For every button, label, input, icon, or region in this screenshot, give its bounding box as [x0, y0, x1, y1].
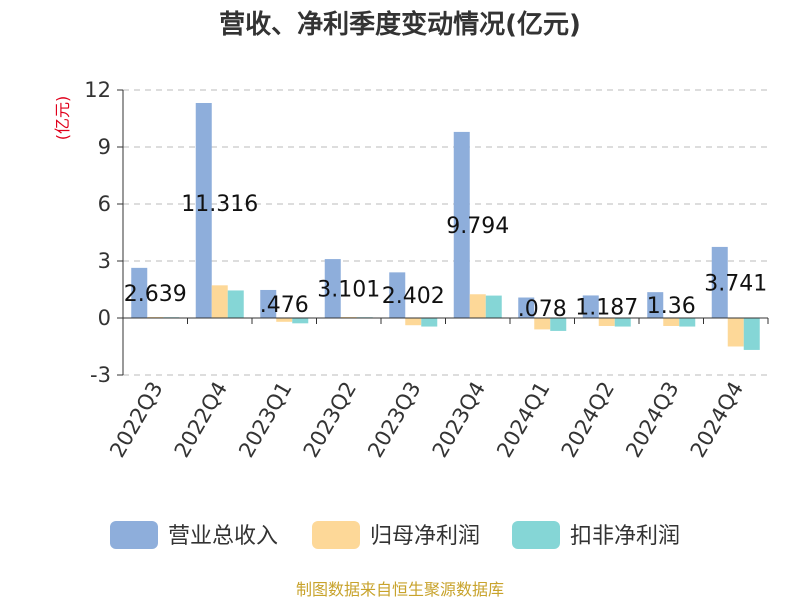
- bar-扣非净利润-2022Q4: [227, 290, 244, 318]
- legend: 营业总收入 归母净利润 扣非净利润: [110, 521, 680, 549]
- data-label: 2.402: [382, 284, 445, 309]
- grid-lines: [123, 89, 768, 376]
- y-tick-label: 3: [98, 249, 111, 273]
- legend-label: 扣非净利润: [570, 524, 680, 549]
- x-tick-label: 2024Q3: [621, 378, 683, 462]
- y-tick-label: 12: [84, 78, 111, 102]
- legend-label: 归母净利润: [370, 524, 480, 549]
- bar-扣非净利润-2023Q4: [485, 295, 502, 318]
- data-label: .078: [518, 297, 567, 322]
- x-tick-label: 2024Q2: [557, 378, 619, 462]
- data-label: 1.187: [575, 296, 638, 321]
- x-tick-label: 2024Q1: [492, 378, 554, 462]
- source-note: 制图数据来自恒生聚源数据库: [296, 580, 504, 599]
- y-axis-unit-label: (亿元): [53, 96, 72, 141]
- bar-归母净利润-2024Q3: [663, 318, 680, 326]
- x-tick-label: 2024Q4: [686, 378, 748, 462]
- bars: [131, 102, 760, 350]
- data-label: 2.639: [124, 282, 187, 307]
- bar-营业总收入-2022Q3: [131, 267, 148, 318]
- bar-归母净利润-2024Q4: [727, 318, 744, 347]
- legend-label: 营业总收入: [168, 524, 278, 549]
- x-tick-label: 2023Q4: [428, 378, 490, 462]
- x-tick-label: 2023Q1: [234, 378, 296, 462]
- data-labels: 2.639 11.316 .476 3.101 2.402 9.794 .078 1.187 1…: [124, 192, 767, 322]
- bar-归母净利润-2022Q4: [211, 285, 228, 318]
- data-label: 3.101: [317, 278, 380, 303]
- bar-营业总收入-2022Q4: [195, 102, 212, 318]
- y-tick-label: 6: [98, 192, 111, 216]
- bar-扣非净利润-2024Q3: [679, 318, 696, 327]
- y-tick-label: -3: [90, 363, 111, 387]
- bar-营业总收入-2023Q3: [389, 272, 406, 318]
- bar-营业总收入-2023Q2: [324, 259, 341, 318]
- x-tick-label: 2023Q2: [299, 378, 361, 462]
- bar-归母净利润-2023Q3: [405, 318, 422, 326]
- data-label: .476: [260, 293, 309, 318]
- y-tick-label: 9: [98, 135, 111, 159]
- bar-归母净利润-2023Q4: [469, 294, 486, 318]
- legend-swatch: [312, 521, 360, 549]
- data-label: 3.741: [704, 271, 767, 296]
- bar-营业总收入-2024Q4: [711, 246, 728, 318]
- bar-归母净利润-2023Q1: [276, 318, 293, 322]
- bar-扣非净利润-2023Q3: [421, 318, 438, 327]
- bar-扣非净利润-2024Q2: [614, 318, 631, 327]
- chart-title: 营收、净利季度变动情况(亿元): [219, 9, 581, 40]
- bar-营业总收入-2023Q4: [453, 131, 470, 318]
- bar-扣非净利润-2023Q1: [292, 318, 309, 324]
- y-tick-label: 0: [98, 306, 111, 330]
- bar-归母净利润-2024Q1: [534, 318, 551, 330]
- bar-营业总收入-2024Q1: [518, 297, 535, 318]
- bar-营业总收入-2024Q2: [582, 295, 599, 318]
- legend-swatch: [110, 521, 158, 549]
- data-label: 1.36: [647, 294, 696, 319]
- bar-营业总收入-2023Q1: [260, 289, 277, 318]
- x-tick-label: 2023Q3: [363, 378, 425, 462]
- bar-扣非净利润-2024Q1: [550, 318, 567, 331]
- x-tick-label: 2022Q4: [170, 378, 232, 462]
- bar-归母净利润-2024Q2: [598, 318, 615, 326]
- legend-swatch: [512, 521, 560, 549]
- data-label: 9.794: [446, 214, 509, 239]
- bar-营业总收入-2024Q3: [647, 292, 664, 318]
- x-tick-label: 2022Q3: [105, 378, 167, 462]
- data-label: 11.316: [181, 192, 258, 217]
- bar-扣非净利润-2024Q4: [743, 318, 760, 350]
